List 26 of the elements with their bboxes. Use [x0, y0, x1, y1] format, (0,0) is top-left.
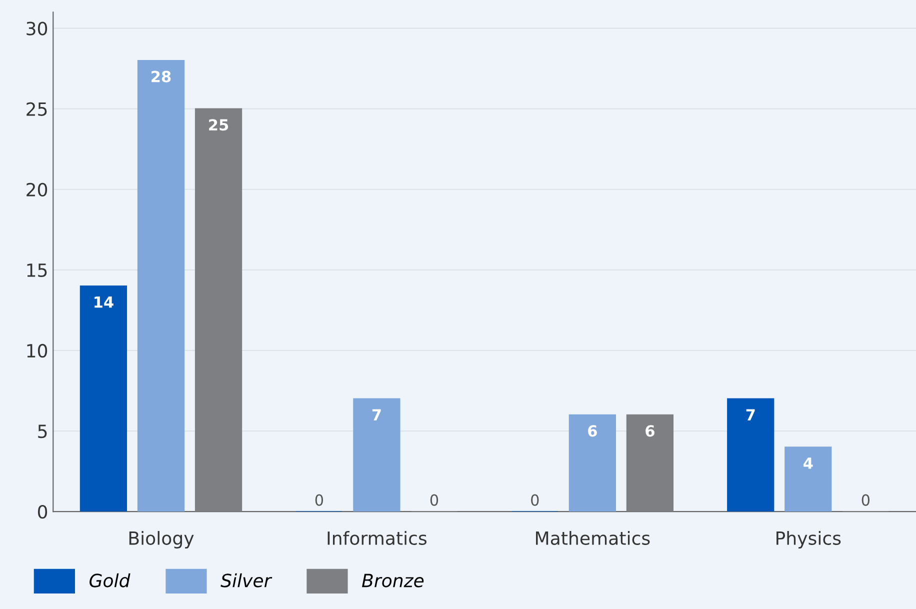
x-tick-label: Informatics	[328, 531, 427, 545]
legend-label: Bronze	[362, 574, 424, 588]
data-label: 6	[646, 425, 654, 437]
data-label: 6	[588, 425, 597, 437]
data-label: 14	[94, 296, 114, 308]
data-label: 7	[746, 409, 755, 420]
data-label: 0	[531, 494, 539, 506]
y-tick-label: 10	[27, 344, 48, 358]
y-tick-label: 20	[26, 182, 48, 196]
data-label: 0	[430, 494, 438, 506]
y-tick-label: 15	[27, 264, 47, 278]
data-label: 7	[372, 409, 381, 420]
y-tick-label: 5	[38, 424, 47, 438]
legend-label: Gold	[90, 573, 130, 588]
data-label: 4	[804, 458, 813, 469]
y-tick-label: 25	[26, 102, 47, 116]
data-label: 0	[315, 494, 324, 506]
x-tick-label: Mathematics	[536, 531, 650, 545]
data-label: 0	[862, 494, 870, 506]
x-tick-label: Physics	[776, 531, 841, 548]
data-label: 28	[152, 70, 171, 82]
y-tick-label: 0	[38, 505, 48, 519]
x-tick-label: Biology	[129, 531, 194, 548]
y-tick-label: 30	[26, 22, 48, 36]
legend-label: Silver	[220, 573, 272, 588]
data-label: 25	[209, 119, 228, 131]
